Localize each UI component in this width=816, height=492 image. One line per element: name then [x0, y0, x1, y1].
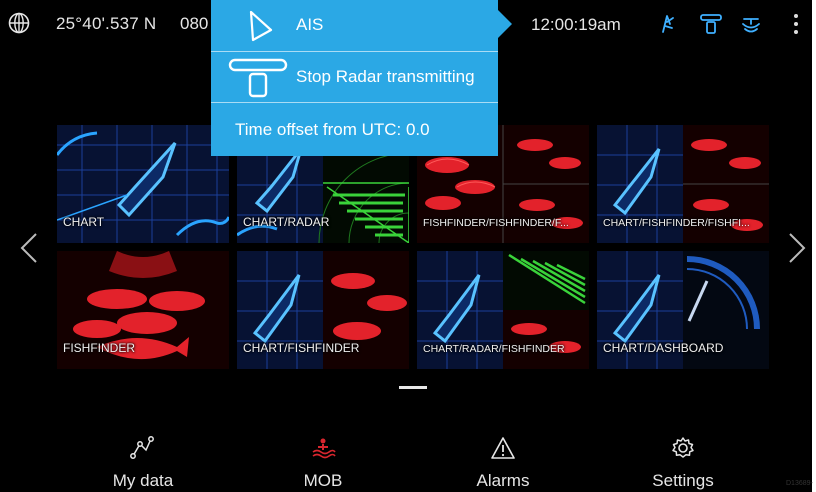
- gear-icon: [672, 437, 694, 458]
- my-data-icon: [130, 436, 154, 459]
- nav-label: Settings: [652, 471, 714, 490]
- radar-scanner-icon: [228, 58, 288, 98]
- app-tile-chart-radar-fishfinder[interactable]: CHART/RADAR/FISHFINDER: [417, 251, 589, 369]
- tile-label: FISHFINDER/FISHFINDER/F...: [423, 217, 569, 229]
- dropdown-item-utc-offset[interactable]: Time offset from UTC: 0.0: [211, 103, 498, 156]
- app-tile-chart-dashboard[interactable]: CHART/DASHBOARD: [597, 251, 769, 369]
- tile-label: CHART: [63, 215, 105, 229]
- app-tile-chart-fishfinder[interactable]: CHART/FISHFINDER: [237, 251, 409, 369]
- page-indicator: [399, 386, 427, 389]
- time-readout: 12:00:19am: [531, 15, 621, 34]
- next-page-arrow-icon[interactable]: [786, 232, 808, 264]
- dropdown-item-label: AIS: [296, 15, 324, 34]
- nav-my-data-button[interactable]: My data: [78, 420, 208, 492]
- dropdown-item-label: Stop Radar transmitting: [296, 67, 475, 86]
- tile-label: CHART/FISHFINDER: [243, 341, 360, 355]
- app-tile-fishfinder-fishfinder[interactable]: FISHFINDER/FISHFINDER/F...: [417, 125, 589, 243]
- status-bar: 25°40'.537 N 080 12:00:19am: [0, 0, 812, 50]
- app-tiles-grid: CHART CHART/RADAR: [57, 125, 769, 369]
- dropdown-item-ais[interactable]: AIS: [211, 0, 498, 52]
- app-tile-chart-fishfinder-fishfinder[interactable]: CHART/FISHFINDER/FISHFI...: [597, 125, 769, 243]
- tile-label: CHART/FISHFINDER/FISHFI...: [603, 217, 750, 229]
- ais-triangle-icon: [249, 10, 273, 42]
- nav-label: MOB: [303, 471, 343, 490]
- previous-page-arrow-icon[interactable]: [18, 232, 40, 264]
- app-tile-chart[interactable]: CHART: [57, 125, 229, 243]
- bottom-navigation: My data MOB Alarms Settings: [0, 420, 812, 492]
- dropdown-item-stop-radar[interactable]: Stop Radar transmitting: [211, 52, 498, 103]
- tile-label: CHART/DASHBOARD: [603, 341, 724, 355]
- figure-code: D13689-: [786, 480, 813, 487]
- sonar-status-icon[interactable]: [738, 10, 764, 38]
- nav-label: Alarms: [476, 471, 530, 490]
- app-tile-fishfinder[interactable]: FISHFINDER: [57, 251, 229, 369]
- mob-icon: [312, 438, 336, 459]
- nav-alarms-button[interactable]: Alarms: [438, 420, 568, 492]
- tile-label: CHART/RADAR: [243, 215, 330, 229]
- tile-label: FISHFINDER: [63, 341, 135, 355]
- quick-status-dropdown: AIS Stop Radar transmitting Time offset …: [211, 0, 512, 156]
- tile-label: CHART/RADAR/FISHFINDER: [423, 343, 565, 355]
- nav-mob-button[interactable]: MOB: [258, 420, 388, 492]
- dropdown-item-label: Time offset from UTC: 0.0: [235, 120, 430, 139]
- ais-status-icon[interactable]: [655, 10, 681, 38]
- alarm-triangle-icon: [491, 437, 515, 459]
- more-options-icon[interactable]: [793, 14, 799, 36]
- longitude-readout: 080: [180, 14, 209, 33]
- nav-settings-button[interactable]: Settings: [618, 420, 748, 492]
- globe-icon[interactable]: [8, 12, 30, 34]
- radar-status-icon[interactable]: [698, 10, 724, 38]
- latitude-readout: 25°40'.537 N: [56, 14, 157, 33]
- nav-label: My data: [112, 471, 174, 490]
